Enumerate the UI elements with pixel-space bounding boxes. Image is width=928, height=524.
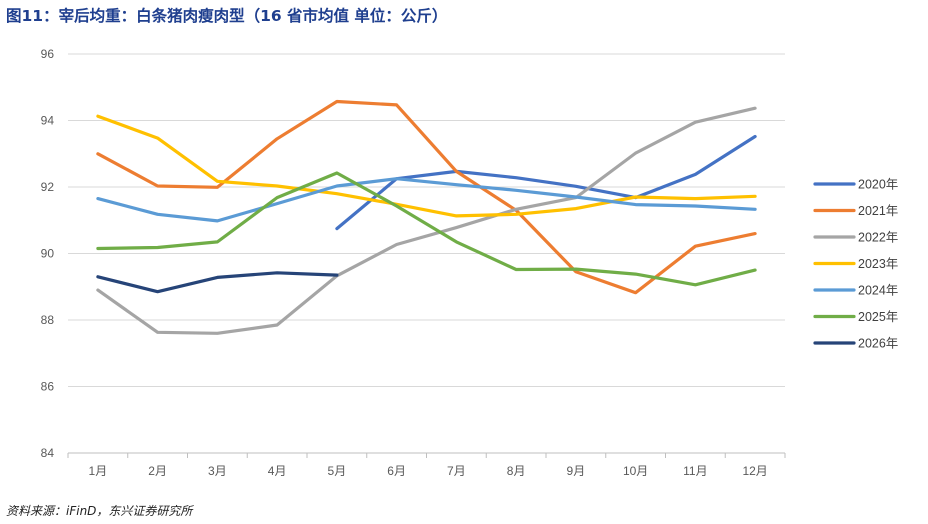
x-tick-label: 2月 — [148, 464, 167, 478]
x-tick-label: 8月 — [507, 464, 526, 478]
series-line-2022年 — [96, 106, 757, 335]
axes: 84 86 88 90 92 94 96 1月 2月 3月 4月 5月 6月 7月 8月 9月 10月 11月 12… — [41, 47, 786, 478]
x-tick-label: 9月 — [567, 464, 586, 478]
series-line-2020年 — [335, 134, 757, 231]
series-lines — [96, 99, 757, 335]
series-line-2024年 — [96, 177, 757, 223]
source-note: 资料来源：iFinD，东兴证券研究所 — [6, 504, 193, 518]
x-tick-label: 5月 — [328, 464, 347, 478]
y-tick-label: 94 — [41, 114, 55, 128]
y-tick-label: 86 — [41, 380, 55, 394]
x-tick-label: 4月 — [268, 464, 287, 478]
x-tick-label: 10月 — [623, 464, 648, 478]
x-tick-label: 1月 — [89, 464, 108, 478]
x-tick-label: 3月 — [208, 464, 227, 478]
series-line-2021年 — [96, 99, 757, 295]
x-tick-label: 7月 — [447, 464, 466, 478]
legend-label: 2021年 — [858, 204, 898, 218]
y-tick-label: 88 — [41, 313, 55, 327]
series-line-2026年 — [96, 271, 339, 294]
legend-label: 2026年 — [858, 337, 898, 351]
y-tick-label: 84 — [41, 446, 55, 460]
legend: 2020年 2021年 2022年 2023年 2024年 2025年 2026年 — [813, 178, 898, 351]
y-tick-label: 96 — [41, 47, 55, 61]
x-tick-label: 6月 — [387, 464, 406, 478]
legend-label: 2023年 — [858, 257, 898, 271]
legend-label: 2024年 — [858, 284, 898, 298]
chart-title: 图11：宰后均重：白条猪肉瘦肉型（16 省市均值 单位：公斤） — [6, 7, 448, 25]
legend-label: 2020年 — [858, 178, 898, 192]
gridlines — [68, 53, 785, 454]
y-tick-label: 90 — [41, 247, 55, 261]
x-tick-label: 11月 — [683, 464, 707, 478]
x-tick-label: 12月 — [742, 464, 767, 478]
legend-label: 2025年 — [858, 310, 898, 324]
series-line-2025年 — [96, 171, 757, 287]
series-line-2023年 — [96, 114, 757, 218]
legend-label: 2022年 — [858, 231, 898, 245]
y-tick-label: 92 — [41, 180, 55, 194]
